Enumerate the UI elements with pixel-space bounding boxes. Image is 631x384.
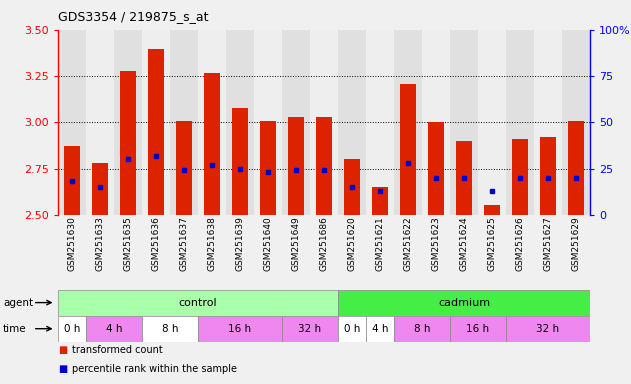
Bar	[568, 121, 584, 215]
Bar	[394, 30, 422, 215]
Bar	[58, 30, 86, 215]
Bar	[338, 290, 590, 316]
Bar	[198, 30, 226, 215]
Text: GDS3354 / 219875_s_at: GDS3354 / 219875_s_at	[58, 10, 209, 23]
Bar	[114, 30, 142, 215]
Text: 8 h: 8 h	[414, 324, 430, 334]
Text: ■: ■	[58, 345, 68, 355]
Bar	[562, 30, 590, 215]
Text: 32 h: 32 h	[298, 324, 322, 334]
Bar	[232, 108, 249, 215]
Bar	[399, 84, 416, 215]
Bar	[372, 187, 389, 215]
Bar	[450, 30, 478, 215]
Bar	[450, 316, 506, 342]
Bar	[483, 205, 500, 215]
Bar	[310, 30, 338, 215]
Bar	[254, 30, 282, 215]
Bar	[540, 137, 557, 215]
Bar	[86, 30, 114, 215]
Bar	[344, 159, 360, 215]
Bar	[142, 316, 198, 342]
Bar	[175, 121, 192, 215]
Text: agent: agent	[3, 298, 33, 308]
Bar	[282, 316, 338, 342]
Text: 0 h: 0 h	[344, 324, 360, 334]
Text: cadmium: cadmium	[438, 298, 490, 308]
Bar	[170, 30, 198, 215]
Bar	[204, 73, 220, 215]
Text: 16 h: 16 h	[466, 324, 490, 334]
Bar	[142, 30, 170, 215]
Bar	[534, 30, 562, 215]
Bar	[86, 316, 142, 342]
Bar	[478, 30, 506, 215]
Text: 0 h: 0 h	[64, 324, 80, 334]
Text: time: time	[3, 324, 27, 334]
Bar	[456, 141, 473, 215]
Bar	[58, 290, 338, 316]
Text: ■: ■	[58, 364, 68, 374]
Bar	[120, 71, 136, 215]
Bar	[198, 316, 282, 342]
Bar	[282, 30, 310, 215]
Bar	[512, 139, 528, 215]
Bar	[226, 30, 254, 215]
Bar	[259, 121, 276, 215]
Bar	[288, 117, 304, 215]
Bar	[148, 49, 165, 215]
Bar	[394, 316, 450, 342]
Text: 32 h: 32 h	[536, 324, 560, 334]
Bar	[506, 30, 534, 215]
Text: 4 h: 4 h	[372, 324, 388, 334]
Text: control: control	[179, 298, 217, 308]
Bar	[338, 316, 366, 342]
Bar	[338, 30, 366, 215]
Text: transformed count: transformed count	[72, 345, 163, 355]
Text: percentile rank within the sample: percentile rank within the sample	[72, 364, 237, 374]
Text: 4 h: 4 h	[106, 324, 122, 334]
Bar	[506, 316, 590, 342]
Bar	[366, 316, 394, 342]
Bar	[64, 146, 80, 215]
Bar	[58, 316, 86, 342]
Bar	[366, 30, 394, 215]
Bar	[428, 122, 444, 215]
Bar	[91, 163, 109, 215]
Text: 8 h: 8 h	[162, 324, 179, 334]
Bar	[316, 117, 333, 215]
Bar	[422, 30, 450, 215]
Text: 16 h: 16 h	[228, 324, 252, 334]
